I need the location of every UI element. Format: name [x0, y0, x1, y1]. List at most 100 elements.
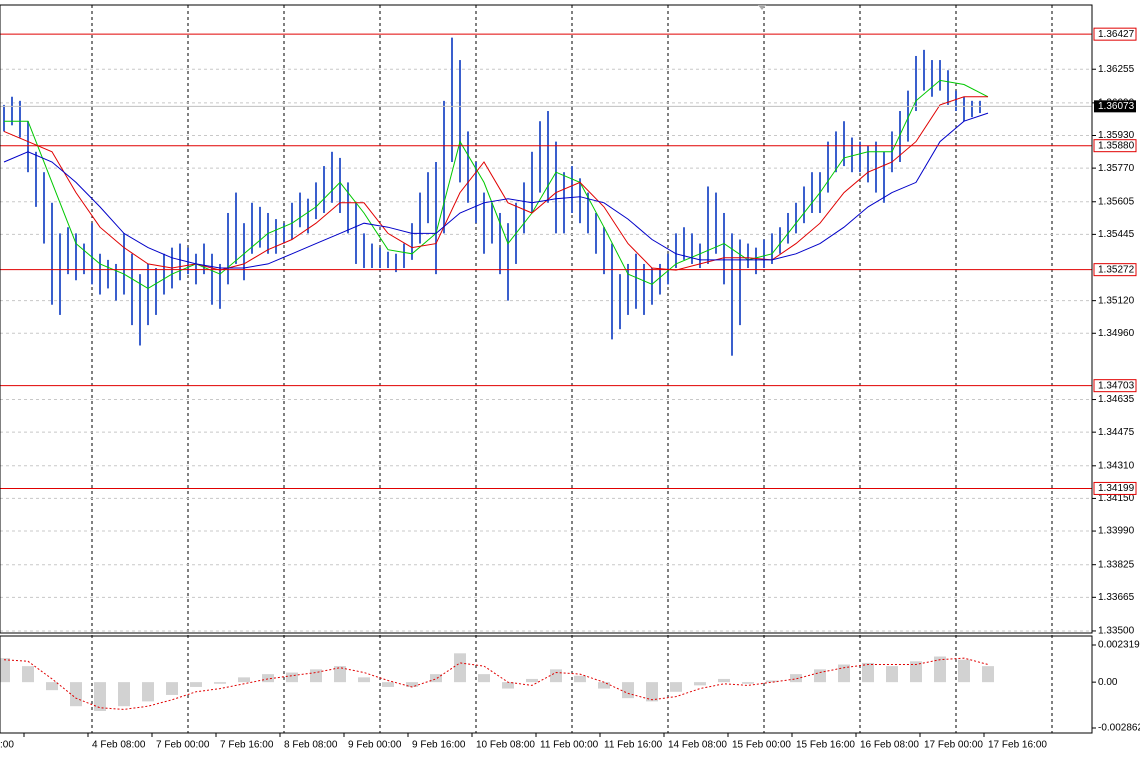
x-tick-label: 9 Feb 00:00 — [348, 740, 402, 751]
signal-line — [3, 657, 989, 710]
oscillator-bar — [238, 677, 250, 683]
oscillator-bar — [166, 682, 178, 695]
x-tick-label: 10 Feb 08:00 — [476, 740, 535, 751]
y-tick-label: 1.34310 — [1098, 460, 1135, 471]
level-label: 1.36427 — [1098, 29, 1135, 40]
level-label-box — [1093, 139, 1137, 153]
oscillator-bar — [766, 680, 778, 683]
oscillator-bar — [142, 682, 154, 702]
y-tick-label: 1.35605 — [1098, 196, 1135, 207]
oscillator-bar — [262, 674, 274, 683]
oscillator-bar — [574, 675, 586, 683]
x-tick-label: 16 Feb 08:00 — [860, 740, 919, 751]
oscillator-bar — [118, 682, 130, 707]
main-frame — [0, 4, 1093, 634]
x-tick-label: 17 Feb 00:00 — [924, 740, 983, 751]
oscillator-bar — [310, 669, 322, 683]
oscillator-bar — [190, 682, 202, 687]
oscillator-bar — [670, 682, 682, 692]
level-label: 1.35880 — [1098, 140, 1135, 151]
moving-average — [4, 79, 989, 289]
oscillator-bar — [982, 666, 994, 683]
x-tick-label: 11 Feb 16:00 — [604, 740, 663, 751]
x-tick-label: 11 Feb 00:00 — [540, 740, 599, 751]
y-tick-label: 1.34635 — [1098, 394, 1135, 405]
oscillator-bar — [838, 664, 850, 683]
level-label: 1.34199 — [1098, 483, 1135, 494]
x-tick-label: :00 — [0, 740, 14, 751]
oscillator-bar — [934, 656, 946, 683]
oscillator-bar — [814, 669, 826, 683]
x-tick-label: 7 Feb 16:00 — [220, 740, 274, 751]
y-tick-label: 1.34150 — [1098, 493, 1135, 504]
x-tick-label: 14 Feb 08:00 — [668, 740, 727, 751]
x-tick-label: 7 Feb 00:00 — [156, 740, 210, 751]
x-tick-label: 8 Feb 08:00 — [284, 740, 338, 751]
oscillator-bar — [550, 669, 562, 683]
oscillator-bar — [862, 662, 874, 683]
oscillator-bar — [286, 672, 298, 683]
oscillator-bar — [406, 682, 418, 687]
y-tick-label: 1.34475 — [1098, 427, 1135, 438]
oscillator-bar — [718, 678, 730, 683]
oscillator-bar — [694, 682, 706, 686]
x-tick-label: 17 Feb 16:00 — [988, 740, 1047, 751]
y-tick-label: 1.33665 — [1098, 592, 1135, 603]
oscillator-bar — [742, 682, 754, 684]
oscillator-bar — [910, 661, 922, 683]
y-tick-label: 1.33500 — [1098, 626, 1135, 637]
y-tick-label: 1.35930 — [1098, 130, 1135, 141]
y-tick-label: 1.35445 — [1098, 229, 1135, 240]
oscillator-bar — [46, 682, 58, 691]
oscillator-bar — [886, 666, 898, 683]
y-tick-label: 1.36255 — [1098, 64, 1135, 75]
indicator-frame — [0, 635, 1093, 734]
y-tick-label: 1.33825 — [1098, 559, 1135, 570]
x-tick-label: 4 Feb 08:00 — [92, 740, 146, 751]
oscillator-bar — [598, 682, 610, 689]
level-label-box — [1093, 263, 1137, 277]
level-label-box — [1093, 481, 1137, 495]
y-tick-label: 0.00 — [1098, 677, 1118, 688]
current-price-label: 1.36073 — [1098, 101, 1135, 112]
level-label: 1.34703 — [1098, 380, 1135, 391]
oscillator-bar — [94, 682, 106, 711]
x-tick-label: 15 Feb 00:00 — [732, 740, 791, 751]
shift-marker — [758, 5, 766, 10]
oscillator-bar — [70, 682, 82, 707]
y-tick-label: -0.002862 — [1098, 723, 1140, 734]
oscillator-bar — [622, 682, 634, 699]
grid — [0, 5, 1092, 733]
oscillator-bar — [358, 677, 370, 683]
y-tick-label: 0.002319 — [1098, 640, 1140, 651]
oscillator-bar — [790, 674, 802, 683]
oscillator-bar — [214, 682, 226, 684]
oscillator-bar — [0, 658, 10, 683]
oscillator-bar — [958, 659, 970, 683]
moving-average — [3, 96, 988, 271]
labels: 1.362551.360901.359301.357701.356051.354… — [0, 27, 1140, 751]
y-tick-label: 1.33990 — [1098, 526, 1135, 537]
oscillator-bar — [526, 678, 538, 683]
oscillator-bar — [478, 674, 490, 683]
level-label: 1.35272 — [1098, 264, 1135, 275]
oscillator-bar — [502, 682, 514, 689]
y-tick-label: 1.35120 — [1098, 295, 1135, 306]
level-label-box — [1093, 27, 1137, 41]
oscillator-bar — [430, 674, 442, 683]
level-label-box — [1093, 379, 1137, 393]
plot — [0, 33, 1092, 711]
y-tick-label: 1.34960 — [1098, 328, 1135, 339]
current-price-box — [1094, 100, 1136, 113]
oscillator-bar — [646, 682, 658, 702]
x-tick-label: 15 Feb 16:00 — [796, 740, 855, 751]
y-tick-label: 1.35770 — [1098, 163, 1135, 174]
x-tick-label: 9 Feb 16:00 — [412, 740, 466, 751]
moving-average — [3, 112, 989, 269]
oscillator-bar — [334, 666, 346, 683]
oscillator-bar — [454, 653, 466, 683]
oscillator-bar — [382, 682, 394, 687]
oscillator-bar — [22, 666, 34, 683]
